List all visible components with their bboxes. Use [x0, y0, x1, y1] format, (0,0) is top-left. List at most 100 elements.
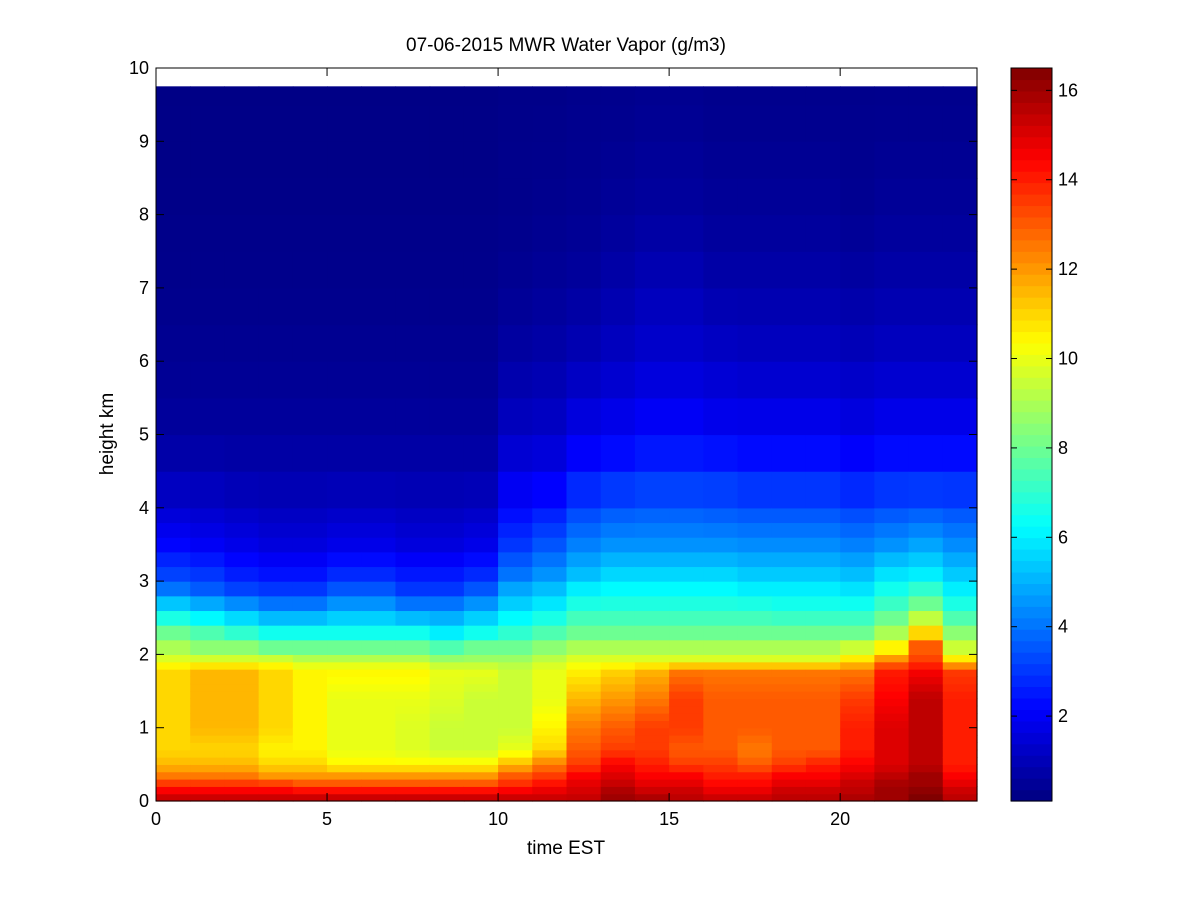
- heatmap-cell: [463, 86, 499, 106]
- heatmap-cell: [190, 691, 226, 699]
- heatmap-cell: [532, 691, 568, 699]
- heatmap-cell: [566, 595, 602, 612]
- heatmap-cell: [942, 720, 978, 729]
- heatmap-cell: [463, 251, 499, 289]
- heatmap-cell: [771, 324, 807, 362]
- heatmap-cell: [532, 676, 568, 685]
- heatmap-cell: [463, 771, 499, 780]
- heatmap-cell: [634, 324, 670, 362]
- heatmap-cell: [669, 581, 704, 597]
- heatmap-cell: [327, 397, 362, 436]
- heatmap-cell: [840, 287, 875, 326]
- heatmap-cell: [874, 654, 910, 663]
- heatmap-cell: [805, 669, 841, 677]
- heatmap-cell: [874, 625, 910, 641]
- heatmap-cell: [463, 537, 499, 553]
- heatmap-cell: [156, 771, 191, 780]
- heatmap-cell: [805, 551, 841, 568]
- heatmap-cell: [669, 471, 704, 509]
- heatmap-cell: [224, 661, 260, 670]
- heatmap-cell: [327, 720, 362, 729]
- colorbar-step: [1011, 480, 1052, 493]
- heatmap-cell: [942, 581, 978, 597]
- heatmap-cell: [600, 661, 636, 670]
- heatmap-cell: [669, 507, 704, 524]
- heatmap-cell: [463, 595, 499, 612]
- heatmap-cell: [258, 522, 294, 538]
- heatmap-cell: [566, 691, 602, 699]
- heatmap-cell: [840, 177, 875, 216]
- heatmap-cell: [190, 361, 226, 399]
- heatmap-cell: [498, 771, 533, 780]
- heatmap-cell: [292, 654, 328, 663]
- heatmap-cell: [327, 324, 362, 362]
- heatmap-cell: [224, 720, 260, 729]
- heatmap-cell: [361, 361, 397, 399]
- heatmap-cell: [771, 361, 807, 399]
- heatmap-cell: [532, 551, 568, 568]
- heatmap-cell: [737, 104, 773, 142]
- heatmap-cell: [395, 251, 431, 289]
- heatmap-cell: [327, 771, 362, 780]
- heatmap-cell: [292, 434, 328, 472]
- heatmap-cell: [498, 654, 533, 663]
- heatmap-cell: [190, 698, 226, 707]
- heatmap-cell: [327, 537, 362, 553]
- heatmap-cell: [634, 698, 670, 707]
- heatmap-cell: [258, 177, 294, 216]
- colorbar-tick-label: 6: [1058, 527, 1068, 547]
- heatmap-cell: [224, 566, 260, 582]
- heatmap-cell: [224, 793, 260, 802]
- heatmap-cell: [600, 507, 636, 524]
- heatmap-cell: [703, 676, 739, 685]
- heatmap-cell: [361, 507, 397, 524]
- heatmap-cell: [600, 727, 636, 736]
- heatmap-cell: [258, 104, 294, 142]
- y-tick-label: 1: [139, 718, 149, 738]
- heatmap-cell: [669, 654, 704, 663]
- heatmap-cell: [703, 471, 739, 509]
- heatmap-cell: [703, 141, 739, 179]
- heatmap-cell: [498, 683, 533, 692]
- heatmap-cell: [156, 361, 191, 399]
- heatmap-cell: [463, 669, 499, 677]
- heatmap-cell: [190, 705, 226, 714]
- heatmap-cell: [190, 566, 226, 582]
- heatmap-cell: [258, 639, 294, 655]
- colorbar-step: [1011, 457, 1052, 470]
- heatmap-cell: [703, 610, 739, 626]
- heatmap-cell: [908, 471, 944, 509]
- heatmap-cell: [771, 639, 807, 655]
- heatmap-cell: [840, 324, 875, 362]
- heatmap-cell: [771, 683, 807, 692]
- heatmap-cell: [224, 683, 260, 692]
- x-axis-ticks: 0 5 10 15 20: [151, 68, 850, 829]
- heatmap-cell: [190, 434, 226, 472]
- heatmap-cell: [361, 749, 397, 758]
- heatmap-cell: [634, 566, 670, 582]
- heatmap-cell: [156, 654, 191, 663]
- heatmap-cell: [703, 177, 739, 216]
- heatmap-cell: [327, 749, 362, 758]
- heatmap-cell: [600, 471, 636, 509]
- heatmap-cell: [737, 661, 773, 670]
- heatmap-cell: [703, 507, 739, 524]
- heatmap-cell: [634, 661, 670, 670]
- heatmap-cell: [498, 779, 533, 787]
- heatmap-cell: [634, 251, 670, 289]
- heatmap-cell: [942, 214, 978, 252]
- heatmap-cell: [224, 507, 260, 524]
- heatmap-cell: [771, 537, 807, 553]
- colorbar-step: [1011, 686, 1052, 699]
- heatmap-cell: [190, 683, 226, 692]
- heatmap-cell: [327, 661, 362, 670]
- heatmap-cell: [771, 661, 807, 670]
- heatmap-cell: [532, 251, 568, 289]
- heatmap-cell: [771, 793, 807, 802]
- heatmap-cell: [395, 177, 431, 216]
- heatmap-cell: [156, 566, 191, 582]
- heatmap-cell: [805, 214, 841, 252]
- colorbar-step: [1011, 377, 1052, 390]
- heatmap-cell: [669, 86, 704, 106]
- heatmap-cell: [327, 581, 362, 597]
